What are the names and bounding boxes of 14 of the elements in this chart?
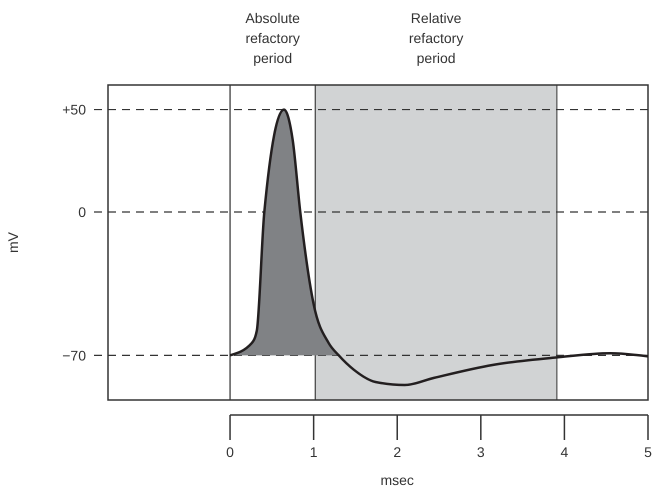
y-tick-label: +50	[62, 101, 86, 118]
x-tick-label: 5	[644, 444, 652, 460]
x-axis-title: msec	[380, 472, 414, 488]
x-tick-label: 4	[560, 444, 569, 460]
x-tick-label: 0	[226, 444, 234, 460]
band-label: Relative refactory period	[408, 10, 464, 66]
x-tick-label: 1	[310, 444, 318, 460]
x-tick-label: 2	[393, 444, 402, 460]
y-tick-label: −70	[62, 347, 86, 364]
line-series	[228, 108, 650, 386]
y-axis-title: mV	[5, 231, 21, 253]
x-tick-label: 3	[476, 444, 485, 460]
y-tick-label: 0	[78, 204, 86, 220]
band-label: Absolute refactory period	[245, 10, 300, 66]
